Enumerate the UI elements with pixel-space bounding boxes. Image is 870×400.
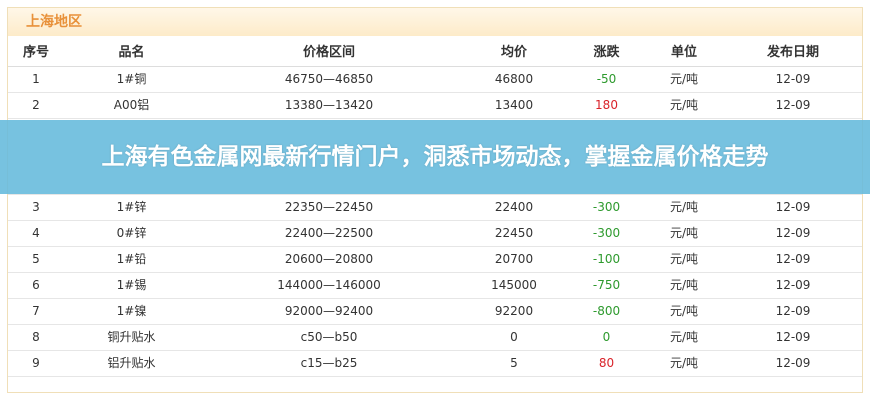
cell-avg: 145000 bbox=[459, 272, 569, 299]
cell-name: 0#锌 bbox=[64, 220, 199, 247]
column-header: 品名 bbox=[64, 36, 199, 67]
table-row: 9 铝升贴水 c15—b25 5 80 元/吨 12-09 bbox=[8, 350, 862, 377]
table-row: 4 0#锌 22400—22500 22450 -300 元/吨 12-09 bbox=[8, 220, 862, 247]
cell-change: -300 bbox=[569, 220, 644, 247]
cell-no: 5 bbox=[8, 246, 64, 273]
table-row: 7 1#镍 92000—92400 92200 -800 元/吨 12-09 bbox=[8, 298, 862, 325]
cell-unit: 元/吨 bbox=[644, 194, 724, 221]
cell-no: 7 bbox=[8, 298, 64, 325]
cell-avg: 5 bbox=[459, 350, 569, 377]
cell-unit: 元/吨 bbox=[644, 92, 724, 119]
column-header: 序号 bbox=[8, 36, 64, 67]
table-row: 1 1#铜 46750—46850 46800 -50 元/吨 12-09 bbox=[8, 66, 862, 93]
cell-date: 12-09 bbox=[724, 246, 862, 273]
cell-no: 1 bbox=[8, 66, 64, 93]
table-row: 3 1#锌 22350—22450 22400 -300 元/吨 12-09 bbox=[8, 194, 862, 221]
cell-change: 180 bbox=[569, 92, 644, 119]
cell-range: 20600—20800 bbox=[199, 246, 459, 273]
banner-text: 上海有色金属网最新行情门户，洞悉市场动态，掌握金属价格走势 bbox=[101, 143, 769, 170]
cell-avg: 13400 bbox=[459, 92, 569, 119]
cell-name: 1#锌 bbox=[64, 194, 199, 221]
cell-unit: 元/吨 bbox=[644, 246, 724, 273]
cell-unit: 元/吨 bbox=[644, 298, 724, 325]
cell-change: 0 bbox=[569, 324, 644, 351]
cell-date: 12-09 bbox=[724, 324, 862, 351]
cell-unit: 元/吨 bbox=[644, 350, 724, 377]
cell-no: 9 bbox=[8, 350, 64, 377]
cell-unit: 元/吨 bbox=[644, 272, 724, 299]
column-header: 发布日期 bbox=[724, 36, 862, 67]
cell-name: 1#铅 bbox=[64, 246, 199, 273]
table-row: 5 1#铅 20600—20800 20700 -100 元/吨 12-09 bbox=[8, 246, 862, 273]
cell-avg: 20700 bbox=[459, 246, 569, 273]
column-header: 均价 bbox=[459, 36, 569, 67]
cell-change: -50 bbox=[569, 66, 644, 93]
table-row: 8 铜升贴水 c50—b50 0 0 元/吨 12-09 bbox=[8, 324, 862, 351]
cell-name: A00铝 bbox=[64, 92, 199, 119]
cell-avg: 92200 bbox=[459, 298, 569, 325]
column-header: 价格区间 bbox=[199, 36, 459, 67]
cell-range: 22400—22500 bbox=[199, 220, 459, 247]
column-header: 单位 bbox=[644, 36, 724, 67]
cell-date: 12-09 bbox=[724, 66, 862, 93]
cell-change: 80 bbox=[569, 350, 644, 377]
cell-unit: 元/吨 bbox=[644, 324, 724, 351]
cell-unit: 元/吨 bbox=[644, 220, 724, 247]
cell-no: 8 bbox=[8, 324, 64, 351]
cell-date: 12-09 bbox=[724, 272, 862, 299]
cell-change: -750 bbox=[569, 272, 644, 299]
price-panel: 上海地区 序号 品名 价格区间 均价 涨跌 单位 发布日期 1 1#铜 46750—46850 4… bbox=[7, 7, 863, 393]
region-title: 上海地区 bbox=[8, 8, 862, 36]
cell-no: 6 bbox=[8, 272, 64, 299]
column-header: 涨跌 bbox=[569, 36, 644, 67]
cell-range: 22350—22450 bbox=[199, 194, 459, 221]
cell-range: 92000—92400 bbox=[199, 298, 459, 325]
cell-date: 12-09 bbox=[724, 92, 862, 119]
cell-change: -800 bbox=[569, 298, 644, 325]
cell-date: 12-09 bbox=[724, 220, 862, 247]
cell-range: 144000—146000 bbox=[199, 272, 459, 299]
cell-avg: 22400 bbox=[459, 194, 569, 221]
cell-name: 1#铜 bbox=[64, 66, 199, 93]
cell-date: 12-09 bbox=[724, 194, 862, 221]
cell-no: 4 bbox=[8, 220, 64, 247]
cell-name: 1#锡 bbox=[64, 272, 199, 299]
cell-range: c50—b50 bbox=[199, 324, 459, 351]
cell-change: -100 bbox=[569, 246, 644, 273]
cell-name: 1#镍 bbox=[64, 298, 199, 325]
price-table: 序号 品名 价格区间 均价 涨跌 单位 发布日期 1 1#铜 46750—46850 46800-… bbox=[8, 36, 862, 377]
cell-date: 12-09 bbox=[724, 298, 862, 325]
cell-change: -300 bbox=[569, 194, 644, 221]
cell-date: 12-09 bbox=[724, 350, 862, 377]
cell-range: 13380—13420 bbox=[199, 92, 459, 119]
table-row: 2 A00铝 13380—13420 13400 180 元/吨 12-09 bbox=[8, 92, 862, 119]
cell-no: 2 bbox=[8, 92, 64, 119]
overlay-banner: 上海有色金属网最新行情门户，洞悉市场动态，掌握金属价格走势 bbox=[0, 120, 870, 194]
cell-unit: 元/吨 bbox=[644, 66, 724, 93]
cell-no: 3 bbox=[8, 194, 64, 221]
cell-range: c15—b25 bbox=[199, 350, 459, 377]
table-header: 序号 品名 价格区间 均价 涨跌 单位 发布日期 bbox=[8, 36, 862, 67]
cell-name: 铝升贴水 bbox=[64, 350, 199, 377]
cell-avg: 46800 bbox=[459, 66, 569, 93]
cell-avg: 22450 bbox=[459, 220, 569, 247]
cell-name: 铜升贴水 bbox=[64, 324, 199, 351]
table-row: 6 1#锡 144000—146000 145000 -750 元/吨 12-09 bbox=[8, 272, 862, 299]
cell-avg: 0 bbox=[459, 324, 569, 351]
cell-range: 46750—46850 bbox=[199, 66, 459, 93]
